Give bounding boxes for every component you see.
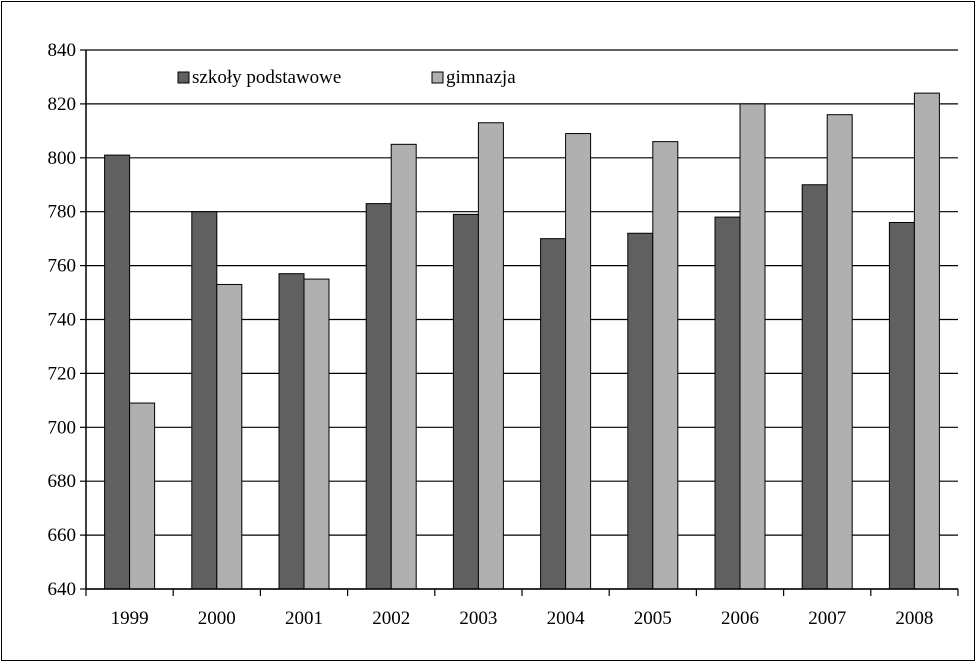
y-tick-label: 720 bbox=[48, 363, 77, 384]
y-tick-label: 800 bbox=[48, 148, 77, 169]
bar-series-0-2000 bbox=[191, 211, 218, 590]
y-tick-label: 700 bbox=[48, 417, 77, 438]
x-tick-label: 2002 bbox=[372, 608, 410, 629]
x-tick-label: 2006 bbox=[721, 608, 759, 629]
y-tick-label: 760 bbox=[48, 256, 77, 277]
y-tick-label: 840 bbox=[48, 40, 77, 61]
bar-series-0-2001 bbox=[278, 273, 305, 590]
y-tick-label: 780 bbox=[48, 202, 77, 223]
bar-series-1-2005 bbox=[652, 141, 679, 590]
x-tick-label: 2007 bbox=[808, 608, 846, 629]
bar-series-1-2002 bbox=[390, 143, 417, 590]
x-tick-label: 2008 bbox=[895, 608, 933, 629]
bar-series-1-2007 bbox=[826, 114, 853, 590]
bar-series-0-2002 bbox=[365, 203, 392, 590]
legend: szkoły podstawowe gimnazja bbox=[177, 67, 516, 88]
y-tick-label: 680 bbox=[48, 471, 77, 492]
x-tick-label: 2005 bbox=[634, 608, 672, 629]
y-tick-label: 660 bbox=[48, 525, 77, 546]
y-tick-label: 640 bbox=[48, 579, 77, 600]
y-tick-label: 820 bbox=[48, 94, 77, 115]
x-tick-label: 1999 bbox=[111, 608, 149, 629]
x-tick-label: 2003 bbox=[459, 608, 497, 629]
x-tick-label: 2000 bbox=[198, 608, 236, 629]
legend-label-series-0: szkoły podstawowe bbox=[192, 67, 341, 88]
bar-series-0-2003 bbox=[452, 213, 479, 590]
bar-series-1-2006 bbox=[739, 103, 766, 590]
bar-series-1-2001 bbox=[303, 278, 330, 590]
bar-series-0-1999 bbox=[104, 154, 131, 590]
y-axis-ticks: 640 660 680 700 720 740 760 780 800 820 840 bbox=[48, 40, 86, 600]
x-tick-label: 2001 bbox=[285, 608, 323, 629]
bar-series-1-2008 bbox=[913, 92, 940, 590]
bar-series-0-2006 bbox=[714, 216, 741, 590]
x-axis-ticks: 1999 2000 2001 2002 2003 2004 2005 2006 2007 2008 bbox=[85, 589, 959, 629]
bar-series-1-2000 bbox=[216, 283, 243, 590]
bar-series-1-2004 bbox=[565, 133, 592, 590]
legend-swatch-series-0 bbox=[177, 71, 190, 84]
bars bbox=[104, 92, 940, 590]
bar-series-0-2005 bbox=[627, 232, 654, 590]
legend-swatch-series-1 bbox=[431, 71, 444, 84]
bar-series-1-2003 bbox=[477, 122, 504, 590]
bar-series-1-1999 bbox=[129, 402, 156, 590]
bar-series-0-2008 bbox=[888, 221, 915, 590]
legend-label-series-1: gimnazja bbox=[446, 67, 516, 88]
bar-series-0-2007 bbox=[801, 184, 828, 590]
y-tick-label: 740 bbox=[48, 310, 77, 331]
bar-series-0-2004 bbox=[540, 238, 567, 590]
x-tick-label: 2004 bbox=[547, 608, 586, 629]
